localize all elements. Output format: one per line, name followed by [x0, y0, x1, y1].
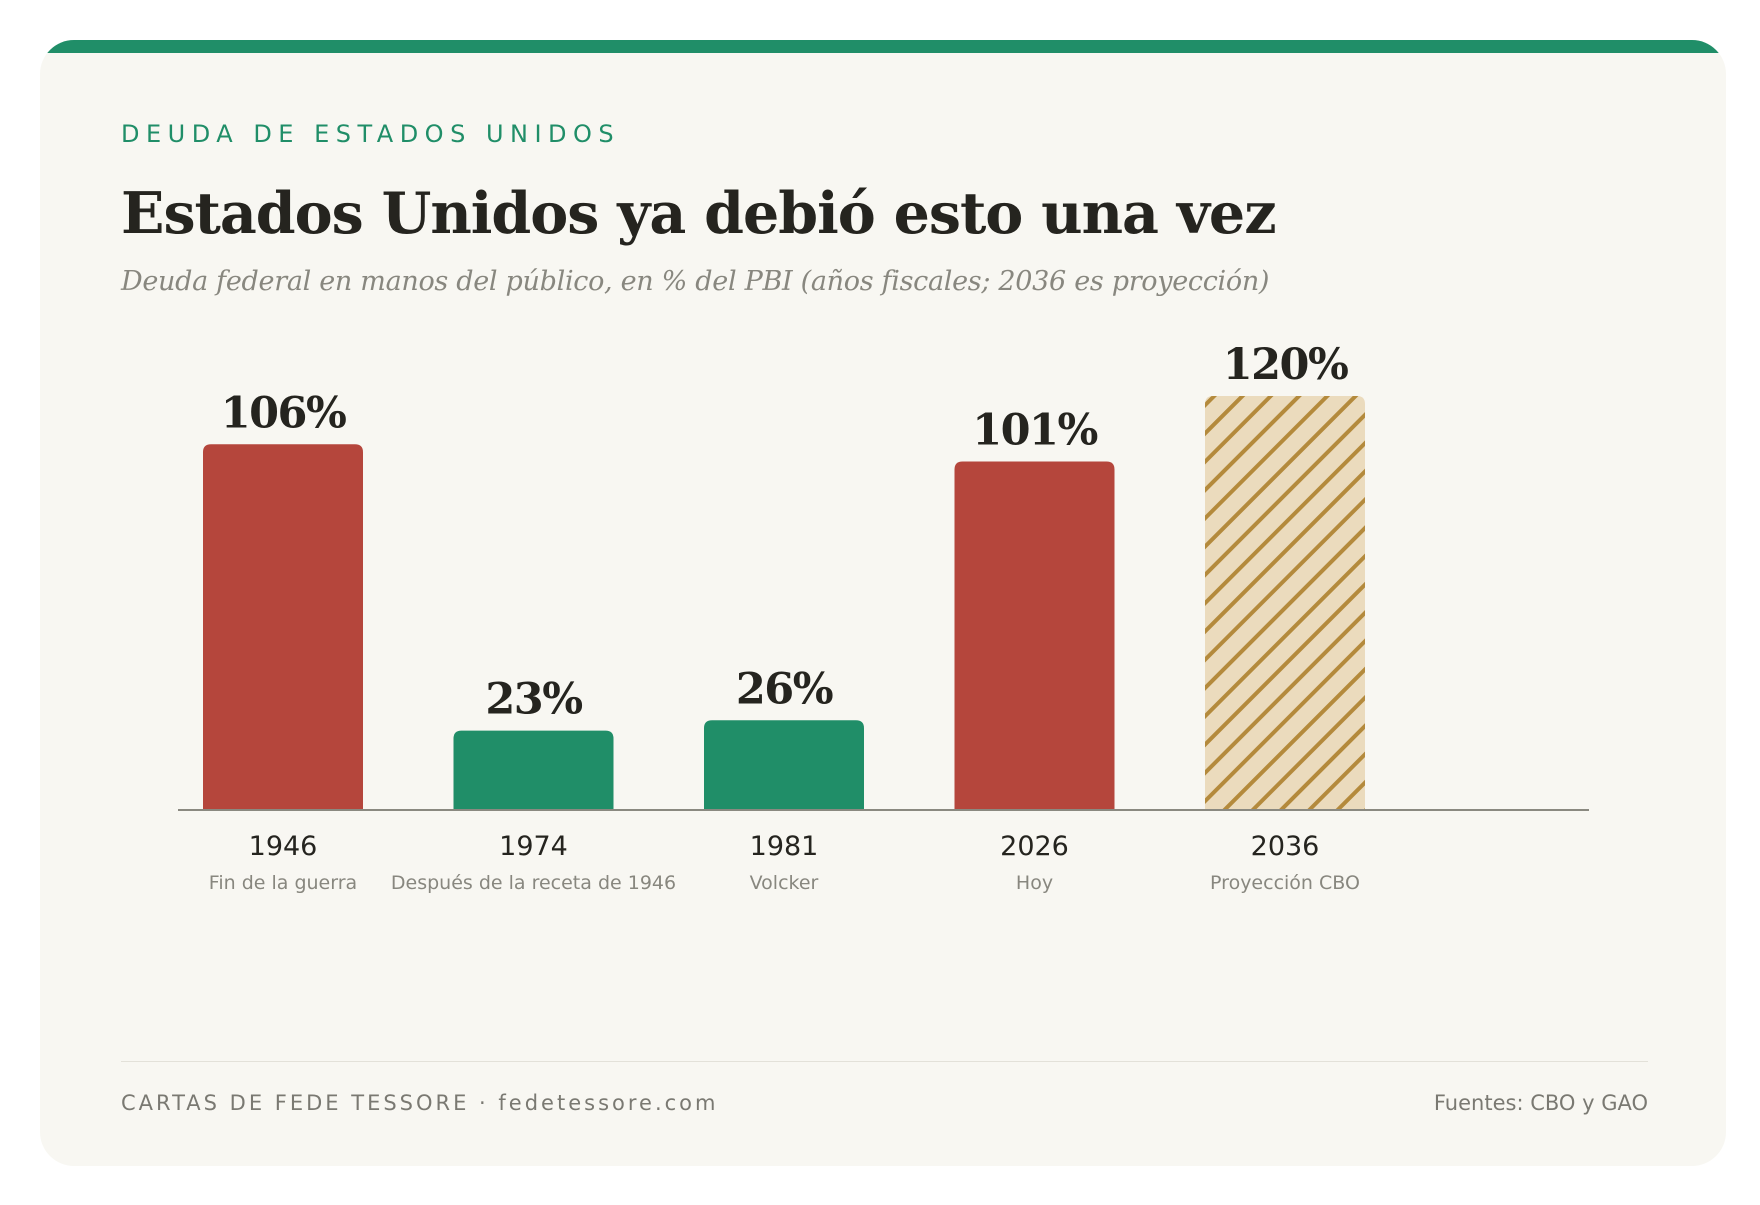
- x-tick-label-2026: 2026: [1000, 831, 1069, 862]
- x-sublabel-2036: Proyección CBO: [1210, 872, 1360, 894]
- chart-kicker: DEUDA DE ESTADOS UNIDOS: [121, 120, 621, 148]
- x-sublabel-1981: Volcker: [750, 872, 819, 894]
- footer-sources: Fuentes: CBO y GAO: [1433, 1091, 1648, 1115]
- x-sublabel-2026: Hoy: [1016, 872, 1053, 894]
- x-sublabel-1946: Fin de la guerra: [209, 872, 357, 894]
- value-label-1974: 23%: [485, 675, 582, 725]
- chart-subtitle: Deuda federal en manos del público, en %…: [121, 266, 1270, 297]
- bar-2026: [954, 461, 1115, 810]
- chart-card: DEUDA DE ESTADOS UNIDOS Estados Unidos y…: [40, 40, 1726, 1166]
- footer-divider: [121, 1061, 1648, 1062]
- value-label-2026: 101%: [972, 406, 1097, 456]
- bar-1974: [453, 730, 614, 810]
- bar-1946: [203, 444, 363, 810]
- x-sublabel-1974: Después de la receta de 1946: [391, 872, 676, 894]
- x-tick-label-1946: 1946: [249, 831, 318, 862]
- labels-layer: 106% 1946 Fin de la guerra 23% 1974 Después d…: [209, 340, 1360, 894]
- accent-stripe: [40, 40, 1726, 53]
- bar-2036: [1205, 396, 1365, 810]
- value-label-2036: 120%: [1223, 340, 1348, 390]
- value-label-1946: 106%: [221, 388, 346, 438]
- value-label-1981: 26%: [736, 664, 833, 714]
- footer-brand: CARTAS DE FEDE TESSORE · fedetessore.com: [121, 1091, 719, 1115]
- chart-title: Estados Unidos ya debió esto una vez: [121, 180, 1277, 247]
- bars-layer: [203, 396, 1365, 810]
- bar-1981: [704, 720, 864, 810]
- x-tick-label-1974: 1974: [499, 831, 568, 862]
- bar-chart: 106% 1946 Fin de la guerra 23% 1974 Después d…: [178, 340, 1589, 894]
- x-tick-label-1981: 1981: [750, 831, 819, 862]
- x-tick-label-2036: 2036: [1251, 831, 1320, 862]
